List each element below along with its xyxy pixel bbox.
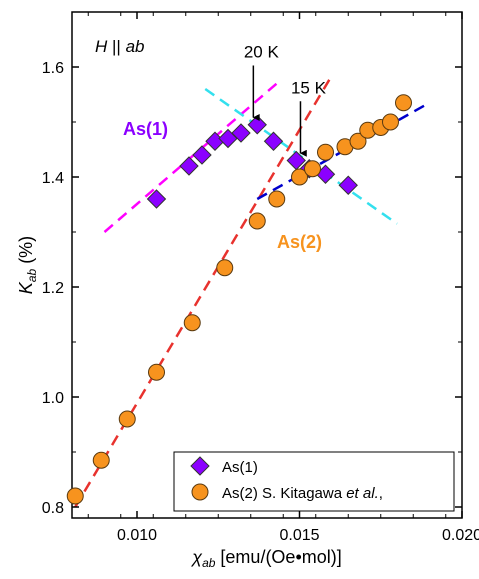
plot-frame bbox=[71, 11, 463, 519]
data-point-as2 bbox=[291, 168, 308, 186]
annotations: 20 K 15 K bbox=[244, 43, 327, 157]
fit-line-1 bbox=[103, 82, 278, 233]
y-tick-label: 0.8 bbox=[42, 500, 64, 517]
data-point-as1 bbox=[338, 175, 358, 195]
legend: As(1) As(2) S. Kitagawa et al., bbox=[173, 451, 455, 512]
data-point-as2 bbox=[349, 132, 367, 150]
data-point-as1 bbox=[179, 156, 199, 176]
data-point-as1 bbox=[192, 145, 212, 165]
series-label-as2: As(2) bbox=[277, 232, 322, 252]
legend-marker-as2 bbox=[191, 483, 209, 501]
axis-ticks: 0.010 0.015 0.020 0.8 1.0 1.2 1.4 1.6 bbox=[42, 12, 479, 544]
y-tick-label: 1.6 bbox=[42, 60, 64, 77]
field-direction-label: H || ab bbox=[95, 37, 144, 56]
data-point-as2 bbox=[118, 410, 136, 428]
data-point-as2 bbox=[92, 451, 110, 469]
fit-line-0 bbox=[74, 74, 334, 508]
legend-label-as2: As(2) S. Kitagawa et al., bbox=[222, 485, 383, 502]
data-point-as2 bbox=[395, 94, 412, 112]
data-point-as2 bbox=[268, 190, 286, 208]
data-point-as2 bbox=[317, 143, 334, 161]
data-point-as2 bbox=[66, 487, 84, 505]
legend-diamond-icon bbox=[190, 456, 210, 476]
x-tick-label: 0.020 bbox=[442, 527, 479, 544]
x-tick-label: 0.015 bbox=[279, 527, 319, 544]
legend-circle-icon bbox=[191, 483, 209, 501]
legend-label-as1: As(1) bbox=[222, 459, 258, 476]
annotation-label: 15 K bbox=[291, 78, 327, 97]
annotation-label: 20 K bbox=[244, 43, 280, 62]
data-point-as2 bbox=[183, 314, 201, 332]
y-tick-label: 1.0 bbox=[42, 390, 64, 407]
legend-box bbox=[173, 451, 455, 512]
data-markers bbox=[66, 94, 412, 505]
x-tick-label: 0.010 bbox=[117, 527, 157, 544]
legend-marker-as1 bbox=[190, 456, 210, 476]
data-point-as2 bbox=[216, 259, 234, 277]
y-tick-label: 1.4 bbox=[42, 170, 64, 187]
data-point-as2 bbox=[148, 363, 165, 381]
y-tick-label: 1.2 bbox=[42, 280, 64, 297]
data-point-as1 bbox=[146, 189, 167, 209]
x-axis-title: χab [emu/(Oe•mol)] bbox=[190, 547, 342, 570]
series-label-as1: As(1) bbox=[123, 119, 168, 139]
data-point-as2 bbox=[382, 113, 399, 131]
data-point-as1 bbox=[263, 131, 284, 151]
y-axis-title: Kab (%) bbox=[16, 236, 39, 294]
data-point-as1 bbox=[231, 123, 251, 143]
data-point-as2 bbox=[248, 212, 266, 230]
data-point-as2 bbox=[304, 160, 321, 178]
